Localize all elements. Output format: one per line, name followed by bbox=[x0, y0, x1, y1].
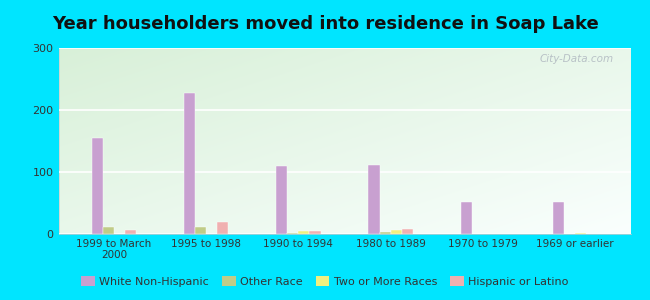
Bar bbox=[553, 202, 564, 234]
Bar bbox=[195, 226, 206, 234]
Bar bbox=[575, 233, 586, 234]
Bar bbox=[184, 93, 195, 234]
Legend: White Non-Hispanic, Other Race, Two or More Races, Hispanic or Latino: White Non-Hispanic, Other Race, Two or M… bbox=[77, 272, 573, 291]
Bar bbox=[391, 230, 402, 234]
Bar bbox=[125, 230, 136, 234]
Text: Year householders moved into residence in Soap Lake: Year householders moved into residence i… bbox=[51, 15, 599, 33]
Bar bbox=[287, 233, 298, 234]
Text: City-Data.com: City-Data.com bbox=[540, 54, 614, 64]
Bar bbox=[276, 166, 287, 234]
Bar bbox=[309, 231, 320, 234]
Bar bbox=[380, 232, 391, 234]
Bar bbox=[402, 229, 413, 234]
Bar bbox=[92, 138, 103, 234]
Bar bbox=[461, 202, 472, 234]
Bar bbox=[217, 222, 228, 234]
Bar bbox=[103, 226, 114, 234]
Bar bbox=[298, 231, 309, 234]
Bar bbox=[369, 165, 380, 234]
